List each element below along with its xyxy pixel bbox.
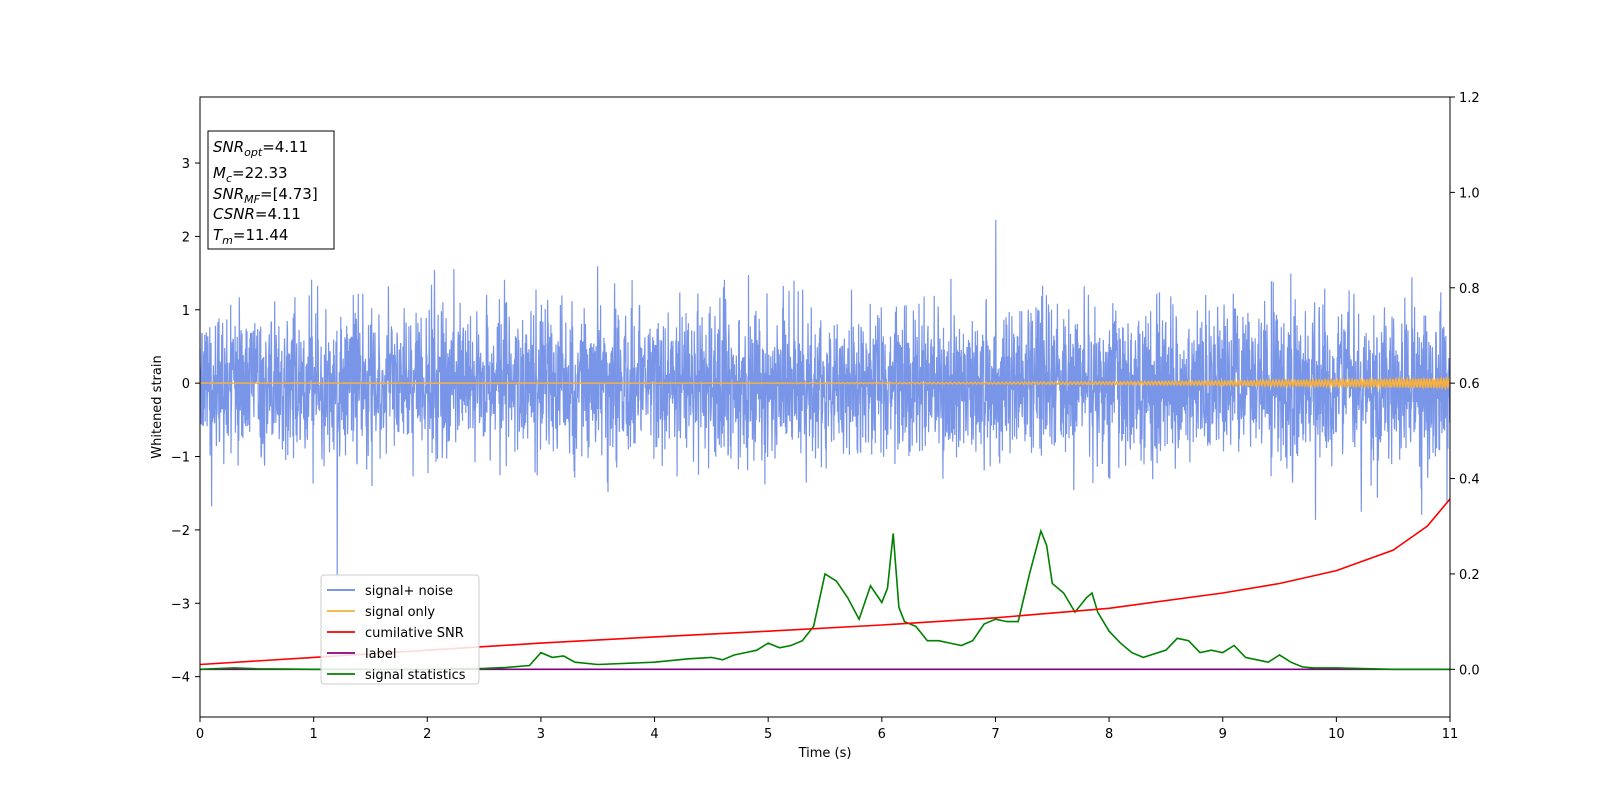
series-signal-only — [200, 375, 1451, 391]
y2-tick-label: 1.2 — [1459, 91, 1480, 106]
y-tick-label: −2 — [171, 524, 190, 539]
x-tick-label: 6 — [878, 727, 886, 742]
y-axis-right: 0.0 0.2 0.4 0.6 0.8 1.0 1.2 — [1450, 91, 1480, 678]
stats-box: SNRopt=4.11 Mc=22.33 SNRMF=[4.73] CSNR=4… — [207, 130, 335, 250]
y-tick-label: 0 — [182, 377, 190, 392]
legend-label: cumilative SNR — [365, 626, 464, 641]
axes-frame — [199, 96, 1451, 718]
x-tick-label: 0 — [196, 727, 204, 742]
y-tick-label: 3 — [182, 157, 190, 172]
stats-tm: Tm=11.44 — [213, 226, 288, 247]
y2-tick-label: 0.4 — [1459, 473, 1480, 488]
stats-mc: Mc=22.33 — [213, 164, 288, 185]
x-tick-label: 3 — [537, 727, 545, 742]
legend: signal+ noise signal only cumilative SNR la… — [320, 574, 480, 685]
stats-box-frame — [207, 130, 335, 250]
y2-tick-label: 0.0 — [1459, 663, 1480, 678]
x-axis-label: Time (s) — [798, 746, 852, 761]
stats-snr-mf: SNRMF=[4.73] — [213, 185, 318, 206]
series-signal-statistics — [199, 528, 1450, 671]
y-tick-label: −3 — [171, 597, 190, 612]
x-tick-label: 7 — [991, 727, 999, 742]
y-tick-label: 1 — [182, 304, 190, 319]
y2-tick-label: 0.6 — [1459, 377, 1480, 392]
stats-snr-opt: SNRopt=4.11 — [213, 138, 308, 159]
x-tick-label: 2 — [423, 727, 431, 742]
y2-tick-label: 0.8 — [1459, 282, 1480, 297]
x-tick-label: 1 — [309, 727, 317, 742]
x-axis: 0 1 2 3 4 5 6 7 8 9 10 11 — [196, 717, 1458, 742]
y-tick-label: −4 — [171, 671, 190, 686]
stats-csnr: CSNR=4.11 — [213, 205, 301, 223]
x-tick-label: 4 — [650, 727, 658, 742]
y-tick-label: −1 — [171, 451, 190, 466]
legend-label: signal+ noise — [365, 584, 453, 599]
y2-tick-label: 1.0 — [1459, 186, 1480, 201]
x-tick-label: 11 — [1442, 727, 1459, 742]
x-tick-label: 8 — [1105, 727, 1113, 742]
x-tick-label: 9 — [1219, 727, 1227, 742]
series-signal-noise — [199, 219, 1451, 577]
legend-label: signal statistics — [365, 668, 466, 683]
y2-tick-label: 0.2 — [1459, 568, 1480, 583]
x-tick-label: 5 — [764, 727, 772, 742]
legend-frame — [320, 574, 480, 685]
y-tick-label: 2 — [182, 230, 190, 245]
y-axis-label: Whitened strain — [150, 355, 165, 458]
x-tick-label: 10 — [1328, 727, 1345, 742]
legend-label: signal only — [365, 605, 435, 620]
legend-label: label — [365, 647, 396, 662]
y-axis-left: −4 −3 −2 −1 0 1 2 3 — [171, 157, 200, 686]
